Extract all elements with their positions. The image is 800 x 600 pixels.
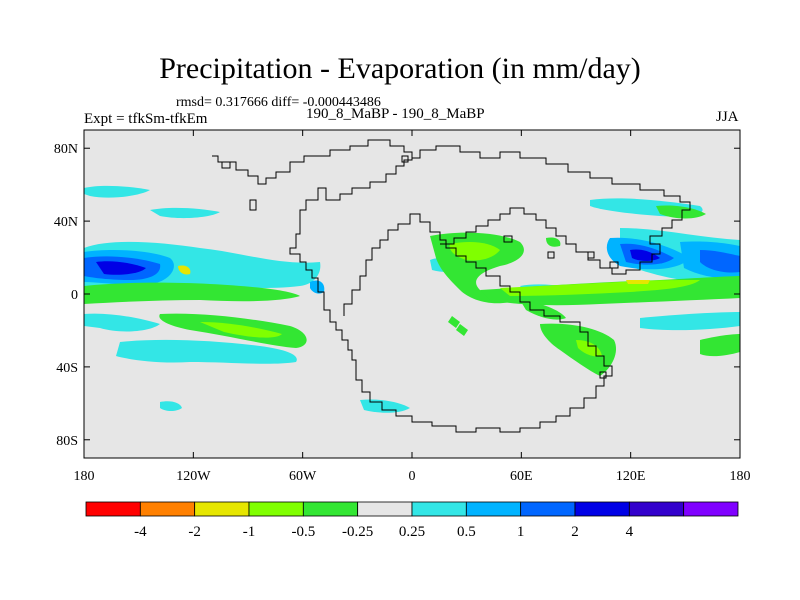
- colorbar-label: 1: [517, 524, 525, 540]
- y-tick-label: 40N: [54, 215, 78, 230]
- contour-itcz-core: [96, 261, 146, 275]
- coastline-eurasia: [412, 145, 691, 275]
- colorbar-swatch: [357, 501, 413, 517]
- y-tick-label: 80N: [54, 142, 78, 157]
- x-axis: 180 120W 60W 0 60E 120E 180: [74, 130, 751, 484]
- coastline-antarctic-edge: [599, 371, 607, 379]
- colorbar-swatch: [628, 501, 685, 517]
- y-tick-label: 0: [71, 288, 78, 303]
- colorbar-label: -0.5: [291, 524, 315, 540]
- colorbar-label: 4: [626, 524, 634, 540]
- map-title: Precipitation - Evaporation (in mm/day): [159, 52, 641, 85]
- coastline-greenland: [221, 155, 409, 211]
- contour-southern-ocean: [640, 312, 740, 331]
- contour-iberia: [310, 280, 325, 294]
- coastline-americas: [212, 139, 613, 433]
- coastline-asia-islands: [503, 235, 619, 269]
- contour-s-pacific-inner: [200, 322, 282, 338]
- season-label: JJA: [716, 109, 739, 125]
- colorbar-swatch: [683, 501, 739, 517]
- x-tick-label: 60E: [510, 469, 533, 484]
- contour-cpac-mid: [700, 250, 740, 273]
- colorbar-label: -0.25: [342, 524, 373, 540]
- runs-label: 190_8_MaBP - 190_8_MaBP: [306, 106, 485, 122]
- colorbar-label: 0.5: [457, 524, 476, 540]
- colorbar-swatch: [574, 501, 630, 517]
- y-tick-label: 40S: [56, 361, 78, 376]
- colorbar-swatch: [411, 501, 467, 517]
- colorbar-swatch: [248, 501, 304, 517]
- x-tick-label: 0: [409, 469, 416, 484]
- colorbar-label: -1: [243, 524, 256, 540]
- x-tick-label: 120E: [616, 469, 646, 484]
- contour-n-africa-west: [546, 237, 561, 247]
- contour-s-africa: [540, 323, 617, 376]
- colorbar-swatch: [139, 501, 196, 517]
- experiment-label: Expt = tfkSm-tfkEm: [84, 111, 208, 127]
- contour-eq-pacific: [84, 282, 300, 304]
- colorbar-swatch: [302, 501, 359, 517]
- x-tick-label: 180: [74, 469, 95, 484]
- contour-n-atlantic-east: [150, 207, 220, 219]
- rmsd-diff-stats: rmsd= 0.317666 diff= -0.000443486: [176, 95, 381, 110]
- colorbar-swatch: [520, 501, 576, 517]
- x-tick-label: 60W: [289, 469, 317, 484]
- colorbar-label: 0.25: [399, 524, 425, 540]
- x-tick-label: 120W: [176, 469, 211, 484]
- y-tick-label: 80S: [56, 434, 78, 449]
- colorbar: -4 -2 -1 -0.5 -0.25 0.25 0.5 1 2 4: [85, 501, 739, 540]
- contour-itcz-yellow: [178, 265, 191, 275]
- contour-islands: [448, 316, 468, 336]
- contour-field: [84, 185, 740, 413]
- contour-tethys-yellow: [626, 280, 650, 284]
- contour-atlantic-south: [360, 399, 410, 413]
- colorbar-swatch: [465, 501, 522, 517]
- contour-s-pacific-east: [160, 401, 182, 411]
- x-tick-label: 180: [730, 469, 751, 484]
- colorbar-label: -2: [188, 524, 201, 540]
- colorbar-swatch: [194, 501, 250, 517]
- contour-s-pacific-west: [84, 313, 160, 332]
- coastlines: [212, 139, 691, 433]
- colorbar-label: 2: [571, 524, 579, 540]
- contour-tethys-inner: [500, 280, 700, 296]
- contour-n-atlantic-west: [84, 185, 150, 198]
- colorbar-swatch: [85, 501, 141, 517]
- contour-wpac-north: [656, 205, 706, 219]
- contour-s-indian: [700, 334, 740, 357]
- contour-s-pacific: [116, 339, 297, 364]
- y-axis: 80N 40N 0 40S 80S: [54, 142, 740, 449]
- colorbar-label: -4: [134, 524, 147, 540]
